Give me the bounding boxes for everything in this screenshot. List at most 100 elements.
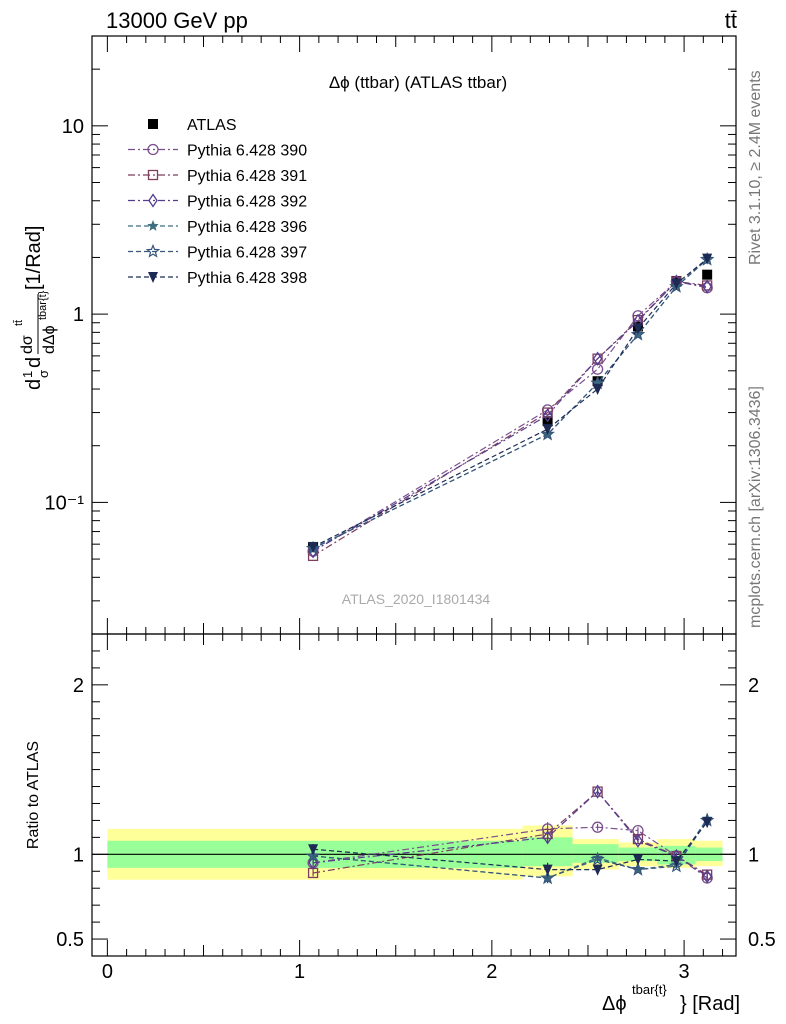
series-pythia-6-428-398	[308, 253, 713, 553]
ylabel-one: 1	[20, 371, 35, 378]
ratio-point	[669, 858, 684, 873]
ratio-xlabel: Δϕ tbar{t} } [Rad]	[602, 982, 740, 1015]
ytick-label: 1	[73, 844, 84, 866]
ratio-point	[591, 821, 604, 833]
header-right: tt̄	[725, 8, 737, 33]
ratio-series	[305, 784, 715, 885]
analysis-watermark: ATLAS_2020_I1801434	[342, 591, 491, 607]
xlabel-dphi: Δϕ	[602, 993, 627, 1015]
ytick-label: 2	[73, 675, 84, 697]
ytick-label-right: 1	[748, 844, 759, 866]
legend-entry: Pythia 6.428 392	[128, 193, 307, 211]
legend-label: Pythia 6.428 392	[187, 194, 307, 211]
ratio-line	[313, 790, 708, 877]
ylabel-unit: [1/Rad]	[23, 226, 45, 290]
legend-entry: Pythia 6.428 390	[128, 143, 307, 160]
legend-entry: Pythia 6.428 396	[128, 219, 307, 236]
ratio-line	[313, 820, 708, 879]
ylabel-tbar-sup: tbar{t}	[37, 290, 49, 320]
main-plot-panel: Δϕ (ttbar) (ATLAS ttbar) ATLAS_2020_I180…	[13, 35, 737, 635]
legend-entry: Pythia 6.428 391	[128, 168, 307, 185]
legend-label: Pythia 6.428 396	[187, 219, 307, 236]
ratio-line	[313, 821, 708, 871]
legend-entry: Pythia 6.428 397	[128, 243, 307, 262]
data-point	[592, 351, 603, 366]
ratio-point	[671, 856, 682, 868]
series-line	[312, 280, 708, 552]
data-point	[702, 279, 712, 294]
series-line	[312, 258, 708, 549]
main-plot-ticks	[92, 35, 736, 635]
series-line	[312, 258, 708, 548]
series-line	[312, 280, 708, 557]
ratio-point	[592, 784, 603, 799]
ratio-plot-frame	[91, 633, 737, 957]
ratio-point	[542, 864, 553, 876]
series-pythia-6-428-397	[305, 251, 715, 555]
xlabel-sup: tbar{t}	[632, 982, 667, 997]
ratio-point	[308, 844, 319, 856]
mcplots-note: mcplots.cern.ch [arXiv:1306.3436]	[747, 386, 764, 628]
ratio-point	[542, 830, 553, 845]
ylabel-ddphi: dΔϕ	[41, 325, 58, 354]
ylabel-sigma: σ	[36, 370, 51, 378]
legend-marker	[148, 272, 158, 283]
legend-marker	[148, 193, 158, 208]
data-point	[671, 278, 682, 290]
ratio-plot-panel: 2 2 1 1 0.5 0.5 0 1 2 3 Ratio to ATLAS Δϕ tbar{t…	[25, 633, 776, 1015]
xtick-label: 2	[486, 961, 497, 983]
data-point	[702, 253, 713, 265]
rivet-note: Rivet 3.1.10, ≥ 2.4M events	[747, 70, 764, 265]
data-point	[592, 384, 603, 396]
data-point	[630, 326, 646, 341]
xtick-label: 0	[102, 961, 113, 983]
ytick-label: 1	[73, 304, 84, 326]
legend-label: ATLAS	[187, 117, 237, 134]
ratio-uncertainty-bands	[107, 825, 723, 880]
legend-entry: Pythia 6.428 398	[128, 270, 307, 287]
ratio-plot-ticks	[92, 634, 736, 956]
xtick-label: 1	[294, 961, 305, 983]
ratio-point	[305, 848, 321, 863]
legend-label: Pythia 6.428 397	[187, 245, 307, 262]
legend-label: Pythia 6.428 398	[187, 270, 307, 287]
ratio-point	[633, 833, 643, 848]
ylabel-d: d	[23, 379, 45, 390]
ratio-ytick-labels: 2 2 1 1 0.5 0.5	[56, 675, 776, 951]
ratio-point	[630, 861, 646, 876]
ratio-xtick-labels: 0 1 2 3	[102, 961, 690, 983]
legend-marker	[147, 143, 159, 156]
inner-band-segment	[572, 844, 619, 863]
data-point	[632, 323, 643, 335]
legend: ATLAS Pythia 6.428 390 Pythia 6.428 391 Pyt…	[128, 117, 307, 287]
main-plot-title: Δϕ (ttbar) (ATLAS ttbar)	[329, 73, 507, 92]
ylabel-tt-sup: tt̄	[13, 320, 25, 326]
xlabel-unit: } [Rad]	[680, 993, 740, 1015]
xtick-label: 3	[679, 961, 690, 983]
series-line	[312, 259, 708, 549]
ytick-label: 10⁻¹	[45, 492, 85, 514]
ylabel-dsigma: dσ	[19, 335, 36, 354]
data-point	[542, 407, 553, 418]
ytick-label-right: 2	[748, 675, 759, 697]
ratio-point	[702, 869, 712, 884]
data-point	[542, 424, 553, 436]
ytick-label: 10	[62, 116, 84, 138]
legend-label: Pythia 6.428 391	[187, 168, 307, 185]
main-plot-ytick-labels: 10 1 10⁻¹	[45, 116, 85, 515]
legend-marker	[147, 169, 159, 181]
ratio-point	[632, 854, 643, 866]
ratio-point	[590, 851, 605, 866]
data-point	[308, 541, 319, 553]
ytick-label: 0.5	[56, 929, 84, 951]
ytick-label-right: 0.5	[748, 929, 776, 951]
ratio-point	[592, 864, 603, 876]
header-left: 13000 GeV pp	[106, 8, 248, 33]
legend-label: Pythia 6.428 390	[187, 143, 307, 160]
series-pythia-6-428-396	[307, 252, 713, 554]
legend-marker	[148, 119, 158, 129]
legend-marker	[147, 220, 159, 231]
ylabel-d2: d	[23, 357, 45, 368]
ratio-point	[540, 870, 555, 885]
